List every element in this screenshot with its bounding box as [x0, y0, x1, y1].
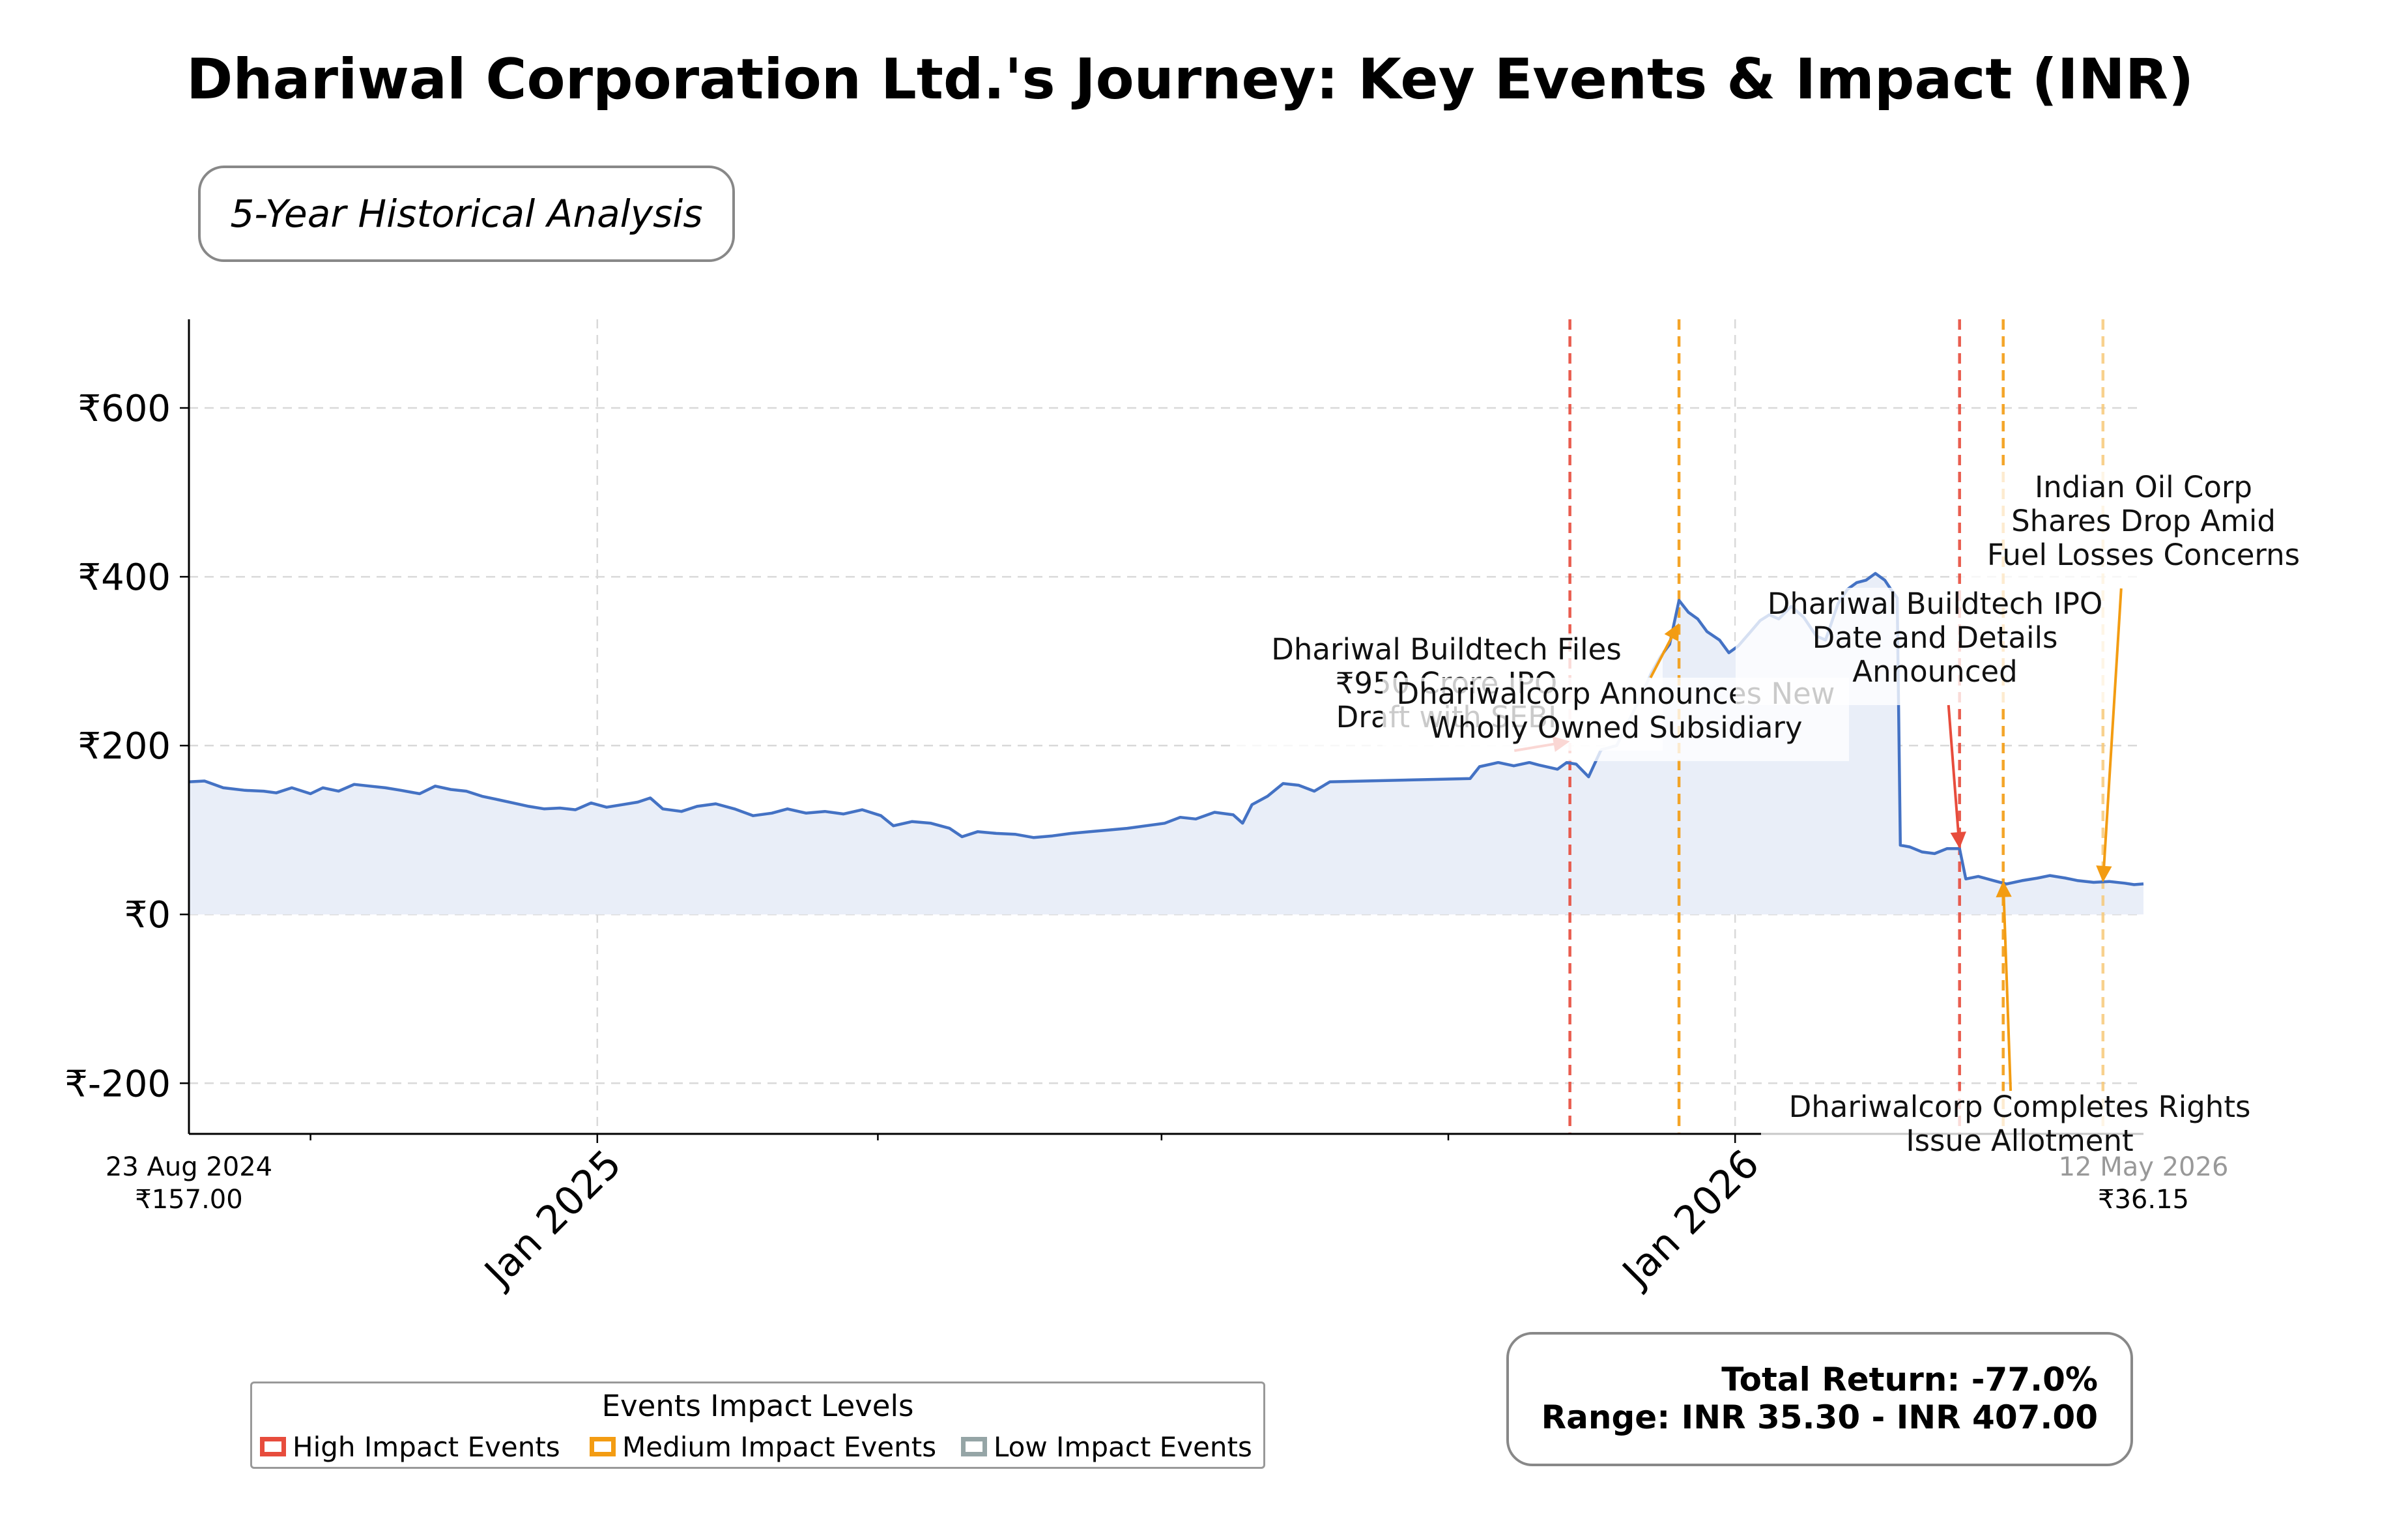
legend-swatch-medium [590, 1437, 616, 1456]
y-tick-label: ₹200 [78, 725, 171, 768]
start-price-label: ₹157.00 [135, 1185, 242, 1215]
event-arrow [1947, 704, 1960, 835]
legend-label-high: High Impact Events [293, 1430, 560, 1463]
subtitle-box: 5-Year Historical Analysis [198, 166, 735, 262]
event-arrowhead [2096, 865, 2112, 882]
end-date-label: 12 May 2026 [2059, 1152, 2229, 1182]
event-label: Dhariwalcorp Completes Rights [1789, 1090, 2251, 1124]
event-label: Issue Allotment [1906, 1123, 2133, 1158]
event-arrowhead [1950, 832, 1966, 849]
subtitle-text: 5-Year Historical Analysis [230, 192, 703, 236]
y-tick-label: ₹-200 [64, 1063, 171, 1105]
y-tick-label: ₹600 [78, 388, 171, 430]
y-tick-label: ₹0 [124, 894, 171, 936]
total-return: Total Return: -77.0% [1721, 1361, 2098, 1398]
event-label: Dhariwal Buildtech IPO [1768, 586, 2103, 621]
x-tick-label: Jan 2025 [474, 1141, 630, 1297]
event-label-box [1736, 588, 2134, 705]
chart-title: Dhariwal Corporation Ltd.'s Journey: Key… [186, 47, 2194, 112]
legend-swatch-high [260, 1437, 286, 1456]
legend-item-medium: Medium Impact Events [590, 1430, 936, 1463]
legend-item-low: Low Impact Events [961, 1430, 1252, 1463]
event-arrow [2102, 588, 2123, 869]
start-date-label: 23 Aug 2024 [106, 1152, 272, 1182]
event-label: Indian Oil Corp [2035, 470, 2252, 504]
event-label-box [1961, 471, 2326, 588]
legend-label-medium: Medium Impact Events [622, 1430, 937, 1463]
event-label: Fuel Losses Concerns [1987, 538, 2300, 572]
y-tick-label: ₹400 [78, 557, 171, 599]
x-tick-label: Jan 2026 [1612, 1141, 1768, 1297]
event-arrowhead [1664, 623, 1680, 642]
event-label: Dhariwal Buildtech Files [1271, 632, 1622, 667]
legend-swatch-low [961, 1437, 987, 1456]
price-line [188, 571, 2144, 886]
event-arrowhead [1996, 880, 2012, 898]
event-arrow [1649, 635, 1674, 678]
event-label: Date and Details [1813, 620, 2058, 655]
price-area [189, 573, 2143, 915]
legend-item-high: High Impact Events [260, 1430, 560, 1463]
stats-box: Total Return: -77.0% Range: INR 35.30 - … [1506, 1332, 2133, 1466]
price-range: Range: INR 35.30 - INR 407.00 [1541, 1398, 2098, 1436]
event-label: Wholly Owned Subsidiary [1429, 710, 1802, 745]
event-label: Announced [1852, 654, 2017, 689]
event-label: Shares Drop Amid [2011, 504, 2276, 538]
event-arrow [2002, 895, 2013, 1092]
event-label-box [1761, 1091, 2278, 1174]
legend-label-low: Low Impact Events [994, 1430, 1252, 1463]
legend: Events Impact Levels High Impact Events … [250, 1382, 1265, 1469]
legend-title: Events Impact Levels [601, 1389, 914, 1423]
end-price-label: ₹36.15 [2098, 1185, 2189, 1215]
